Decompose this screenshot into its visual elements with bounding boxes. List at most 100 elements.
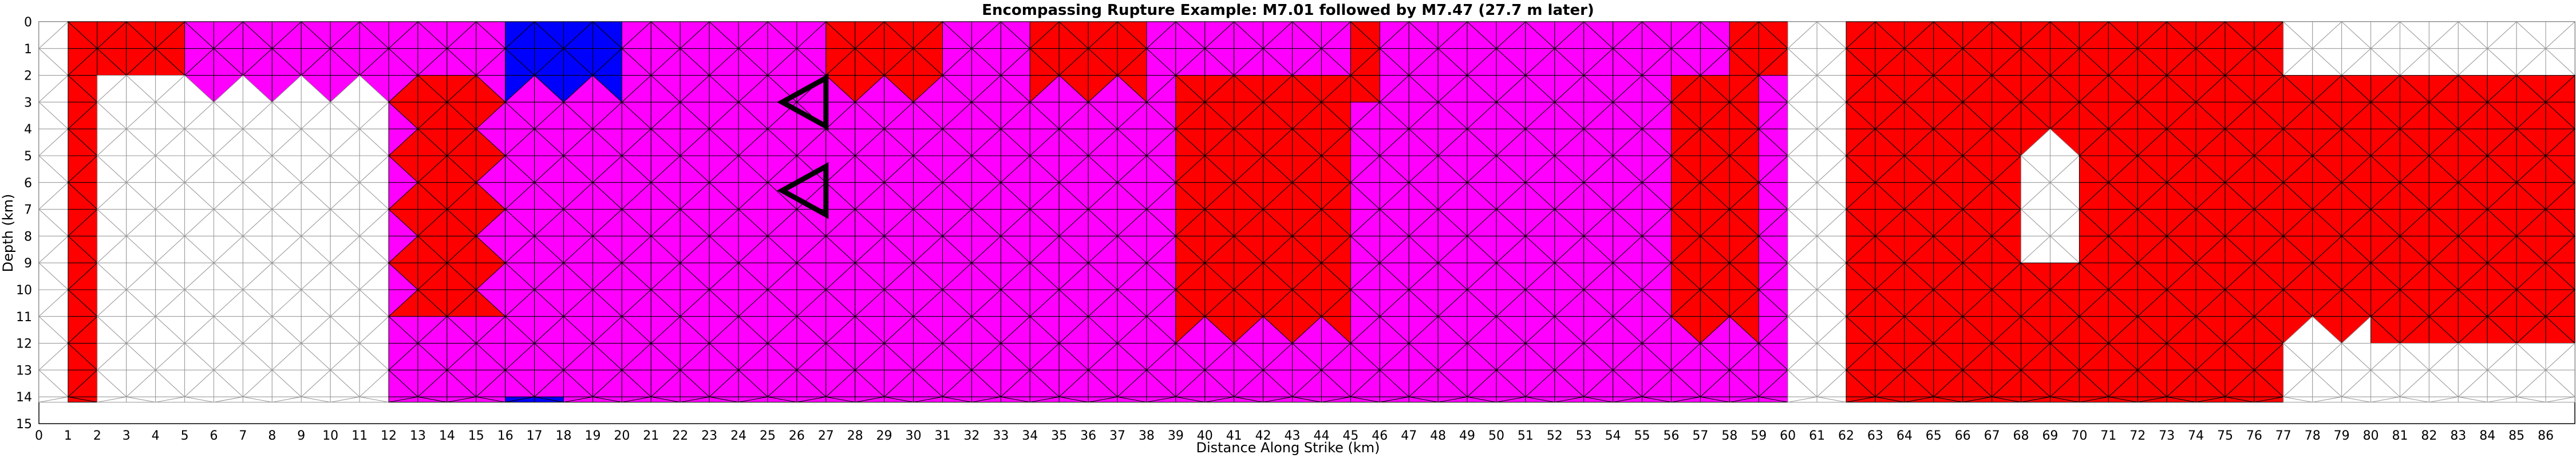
- x-tick-label: 41: [1226, 429, 1242, 443]
- x-tick-label: 29: [876, 429, 892, 443]
- x-tick-label: 60: [1780, 429, 1796, 443]
- x-tick-label: 16: [497, 429, 513, 443]
- x-tick-label: 48: [1430, 429, 1446, 443]
- x-tick-label: 77: [2275, 429, 2291, 443]
- y-tick-label: 12: [16, 337, 32, 352]
- mesh-triangle: [2545, 396, 2575, 403]
- x-tick-label: 62: [1838, 429, 1854, 443]
- mesh-triangle: [2166, 396, 2196, 403]
- y-tick-label: 7: [24, 203, 32, 218]
- mesh-triangle: [825, 396, 855, 403]
- mesh-triangle: [2283, 396, 2313, 403]
- x-tick-label: 22: [672, 429, 688, 443]
- mesh-triangle: [534, 396, 564, 403]
- y-tick-label: 10: [16, 283, 32, 298]
- mesh-triangle: [1933, 396, 1963, 403]
- x-tick-label: 20: [614, 429, 630, 443]
- x-tick-label: 45: [1342, 429, 1358, 443]
- x-tick-label: 23: [701, 429, 717, 443]
- hypocenter-markers: [777, 73, 829, 219]
- x-tick-label: 19: [584, 429, 600, 443]
- y-tick-label: 4: [24, 123, 32, 137]
- y-tick-label: 9: [24, 256, 32, 271]
- x-tick-label: 13: [410, 429, 426, 443]
- x-tick-label: 85: [2508, 429, 2524, 443]
- x-tick-label: 49: [1459, 429, 1475, 443]
- mesh-triangle: [359, 396, 389, 403]
- x-tick-label: 65: [1926, 429, 1942, 443]
- x-tick-label: 25: [760, 429, 776, 443]
- x-tick-label: 40: [1197, 429, 1213, 443]
- x-tick-label: 86: [2538, 429, 2554, 443]
- mesh-triangle: [592, 396, 622, 403]
- x-tick-label: 34: [1022, 429, 1038, 443]
- x-tick-label: 38: [1139, 429, 1155, 443]
- y-tick-label: 3: [24, 96, 32, 110]
- mesh-triangle: [1525, 396, 1555, 403]
- mesh-triangle: [767, 396, 797, 403]
- y-tick-label: 11: [16, 310, 32, 325]
- x-tick-label: 10: [322, 429, 338, 443]
- x-tick-label: 74: [2188, 429, 2204, 443]
- x-tick-label: 63: [1867, 429, 1883, 443]
- mesh-triangle: [650, 396, 681, 403]
- x-tick-label: 54: [1605, 429, 1621, 443]
- x-tick-label: 31: [935, 429, 951, 443]
- x-tick-label: 66: [1955, 429, 1971, 443]
- x-tick-label: 59: [1751, 429, 1767, 443]
- mesh-triangle: [126, 396, 156, 403]
- y-tick-label: 13: [16, 364, 32, 378]
- mesh-triangle: [2458, 396, 2488, 403]
- mesh-triangle: [1758, 396, 1788, 403]
- x-tick-label: 51: [1518, 429, 1534, 443]
- x-tick-label: 6: [210, 429, 218, 443]
- mesh-triangle: [942, 396, 972, 403]
- y-tick-label: 15: [16, 417, 32, 432]
- mesh-triangle: [1234, 396, 1263, 403]
- x-tick-label: 78: [2305, 429, 2321, 443]
- x-tick-label: 39: [1168, 429, 1184, 443]
- y-tick-label: 5: [24, 149, 32, 164]
- x-tick-label: 76: [2246, 429, 2262, 443]
- x-tick-label: 28: [847, 429, 863, 443]
- x-tick-label: 4: [152, 429, 160, 443]
- x-tick-label: 36: [1080, 429, 1096, 443]
- mesh-triangle: [476, 396, 505, 403]
- x-tick-label: 2: [93, 429, 101, 443]
- x-tick-label: 11: [351, 429, 368, 443]
- mesh-triangle: [1700, 396, 1730, 403]
- x-tick-label: 1: [64, 429, 72, 443]
- x-tick-label: 21: [643, 429, 659, 443]
- x-tick-label: 46: [1372, 429, 1388, 443]
- mesh-triangle: [417, 396, 447, 403]
- y-tick-label: 0: [24, 15, 32, 30]
- x-tick-label: 33: [993, 429, 1009, 443]
- x-tick-label: 7: [239, 429, 247, 443]
- mesh-triangle: [184, 396, 214, 403]
- x-tick-label: 14: [439, 429, 455, 443]
- x-tick-label: 81: [2392, 429, 2408, 443]
- x-tick-label: 70: [2071, 429, 2087, 443]
- x-tick-label: 61: [1809, 429, 1825, 443]
- mesh-triangle: [1000, 396, 1030, 403]
- x-tick-label: 35: [1051, 429, 1067, 443]
- mesh-triangle: [1408, 396, 1439, 403]
- x-tick-label: 17: [527, 429, 543, 443]
- x-tick-label: 55: [1634, 429, 1650, 443]
- x-tick-label: 30: [906, 429, 922, 443]
- x-tick-label: 73: [2159, 429, 2175, 443]
- x-tick-label: 83: [2450, 429, 2466, 443]
- x-tick-label: 3: [123, 429, 131, 443]
- hypocenter-marker: [777, 162, 829, 219]
- y-axis-label: Depth (km): [0, 194, 16, 273]
- mesh-triangle: [242, 396, 272, 403]
- mesh-triangle: [1583, 396, 1613, 403]
- x-tick-label: 43: [1285, 429, 1301, 443]
- x-tick-label: 37: [1109, 429, 1125, 443]
- mesh-triangle: [68, 396, 97, 403]
- x-tick-label: 67: [1984, 429, 2000, 443]
- x-tick-label: 0: [35, 429, 43, 443]
- chart-title: Encompassing Rupture Example: M7.01 foll…: [982, 2, 1594, 19]
- mesh-triangle: [1467, 396, 1497, 403]
